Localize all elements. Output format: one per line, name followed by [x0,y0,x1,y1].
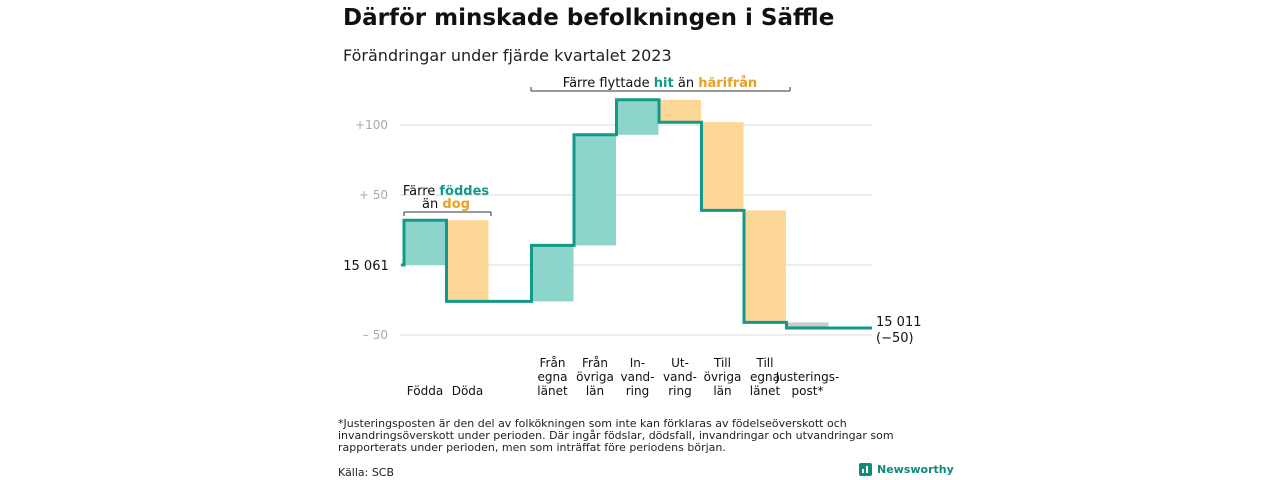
moved-annotation: Färre flyttade hit än härifrån [563,76,757,91]
x-tick-label: Från [540,356,566,370]
x-tick-label: ring [626,384,650,398]
step-line-path [401,98,872,330]
x-tick-label: Döda [452,384,484,398]
bar [786,322,829,328]
bar-chart-icon [859,463,872,476]
bar [659,99,701,123]
newsworthy-logo: Newsworthy [859,463,954,476]
x-tick-label: Ut- [671,356,689,370]
bar [446,220,489,302]
bar [404,220,446,265]
born-annotation-line2: än dog [422,197,470,212]
x-tick-label: egna [750,370,780,384]
born-annotation-line1: Färre föddes [403,184,490,199]
x-tick-label: Från [582,356,608,370]
x-tick-label: övriga [704,370,742,384]
x-tick-label: Födda [407,384,443,398]
bars [404,99,829,328]
x-tick-label: vand- [663,370,697,384]
bar [701,122,744,211]
x-tick-label: egna [538,370,568,384]
y-tick-label: – 50 [363,328,388,342]
bar [574,134,616,246]
x-tick-label: vand- [620,370,654,384]
x-tick-label: länet [750,384,781,398]
x-tick-label: In- [630,356,645,370]
bar [616,99,659,135]
y-tick-label: + 50 [359,188,388,202]
bar [744,210,786,323]
footnote: *Justeringsposten är den del av folkökni… [338,417,894,454]
x-tick-label: ring [668,384,692,398]
brand-name: Newsworthy [877,463,954,476]
start-value-label: 15 061 [343,259,389,274]
source: Källa: SCB [338,466,395,479]
x-tick-label: Till [756,356,774,370]
chart-subtitle: Förändringar under fjärde kvartalet 2023 [343,46,672,65]
end-change-label: (−50) [876,331,914,346]
x-tick-label: län [586,384,604,398]
y-tick-label: +100 [355,118,388,132]
x-tick-label: Till [713,356,731,370]
step-line [401,98,872,330]
bar [531,245,574,302]
x-tick-label: länet [537,384,568,398]
x-tick-label: Justerings- [775,370,840,384]
end-value-label: 15 011 [876,315,922,330]
x-tick-label: län [713,384,731,398]
x-tick-label: övriga [576,370,614,384]
chart-title: Därför minskade befolkningen i Säffle [343,5,835,31]
x-tick-label: post* [792,384,824,398]
